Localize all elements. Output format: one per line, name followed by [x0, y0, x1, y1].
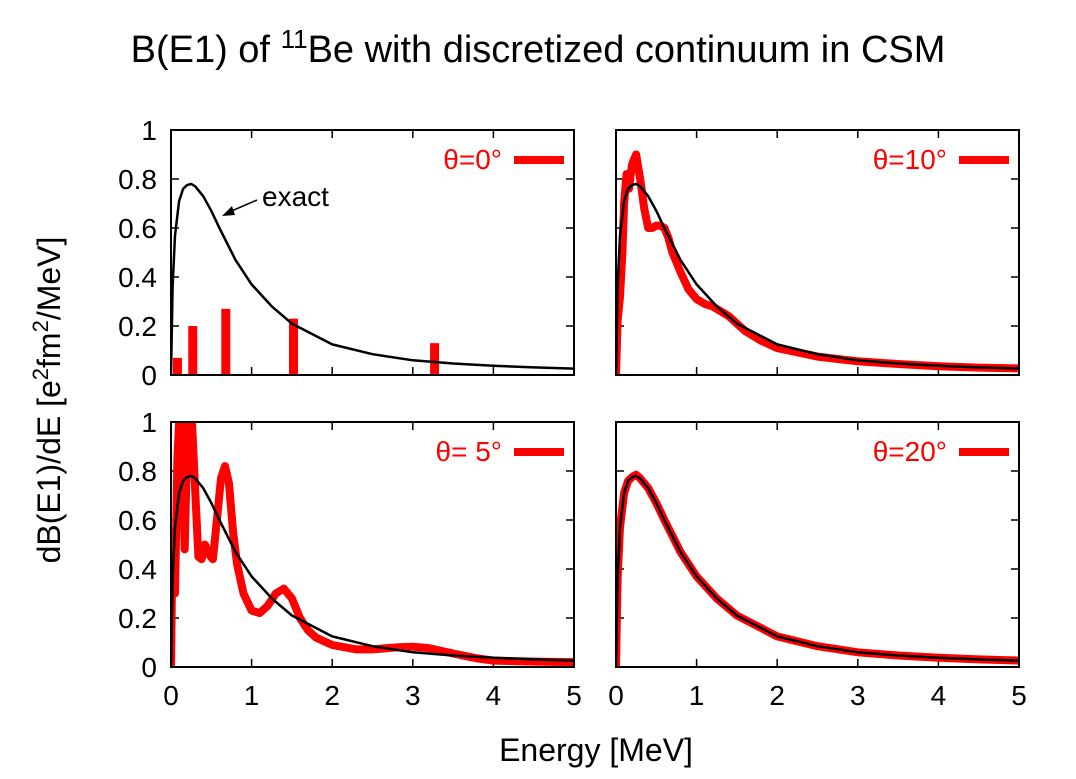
x-tick-label: 3	[850, 680, 866, 711]
title-prefix: B(E1) of	[131, 29, 281, 71]
x-tick-label: 3	[405, 680, 421, 711]
panel-frame	[170, 129, 575, 376]
x-tick-label: 1	[244, 680, 260, 711]
y-tick-label: 0.4	[118, 554, 157, 585]
x-tick-label: 2	[324, 680, 340, 711]
panel-frame	[615, 421, 1020, 668]
exact-series-line	[171, 474, 574, 667]
csm-strength-bar	[289, 318, 299, 375]
x-tick-label: 4	[486, 680, 502, 711]
legend-label: θ=0°	[443, 144, 502, 175]
panel-bottom-left: 0 1 2 3 4 5 0 0.2 0.4 0.6 0.8 1 θ= 5°	[118, 407, 582, 711]
exact-series-line	[171, 182, 574, 375]
csm-strength-bar	[221, 308, 231, 375]
panel-top-left: 0 0.2 0.4 0.6 0.8 1 θ=0°	[118, 115, 575, 391]
panel-bottom-right: 0 1 2 3 4 5 θ=20°	[608, 421, 1027, 711]
y-tick-label: 1	[141, 115, 157, 146]
ylabel-part3: /MeV]	[31, 237, 67, 321]
y-tick-label: 0	[141, 360, 157, 391]
y-tick-label: 0.6	[118, 213, 157, 244]
csm-strength-bar	[430, 343, 440, 375]
y-tick-label: 1	[141, 407, 157, 438]
x-tick-label: 4	[931, 680, 947, 711]
csm-strength-bar	[172, 357, 182, 375]
title-mass-number: 11	[281, 24, 308, 54]
panels: 00.20.40.60.81θ=0° θ=10°0 1 2 3 4 500.20.40.60…	[118, 115, 1027, 711]
panel-frame	[615, 129, 1020, 376]
x-tick-label: 0	[163, 680, 179, 711]
csm-series-line	[616, 150, 1019, 375]
ylabel-sup1: 2	[28, 368, 53, 380]
legend-label: θ=20°	[873, 436, 947, 467]
legend-label: θ=10°	[873, 144, 947, 175]
ylabel-part2: fm	[31, 332, 67, 368]
x-tick-label: 5	[1011, 680, 1027, 711]
x-tick-label: 1	[689, 680, 705, 711]
y-tick-label: 0.6	[118, 505, 157, 536]
ylabel-sup2: 2	[28, 320, 53, 332]
figure-title: B(E1) of 11Be with discretized continuum…	[131, 24, 946, 71]
y-tick-label: 0.2	[118, 311, 157, 342]
y-tick-label: 0.8	[118, 164, 157, 195]
csm-series-line	[616, 470, 1019, 667]
exact-series-line	[616, 182, 1019, 375]
panel-top-right: θ=10°	[615, 129, 1020, 376]
exact-arrow-head	[222, 206, 235, 216]
csm-series-line	[171, 422, 574, 667]
x-tick-label: 0	[608, 680, 624, 711]
ylabel-part1: dB(E1)/dE [e	[31, 380, 67, 563]
csm-strength-bar	[188, 326, 198, 375]
exact-series-line	[616, 474, 1019, 667]
y-tick-label: 0.2	[118, 603, 157, 634]
y-axis-label: dB(E1)/dE [e2fm2/MeV]	[28, 237, 67, 564]
y-tick-label: 0.8	[118, 456, 157, 487]
x-tick-label: 5	[566, 680, 582, 711]
y-tick-label: 0	[141, 652, 157, 683]
y-tick-label: 0.4	[118, 262, 157, 293]
exact-annotation: exact	[262, 181, 329, 212]
x-tick-label: 2	[769, 680, 785, 711]
x-axis-label: Energy [MeV]	[499, 732, 693, 768]
panel-frame	[170, 421, 575, 668]
legend-label: θ= 5°	[436, 436, 502, 467]
title-suffix: Be with discretized continuum in CSM	[308, 29, 946, 71]
